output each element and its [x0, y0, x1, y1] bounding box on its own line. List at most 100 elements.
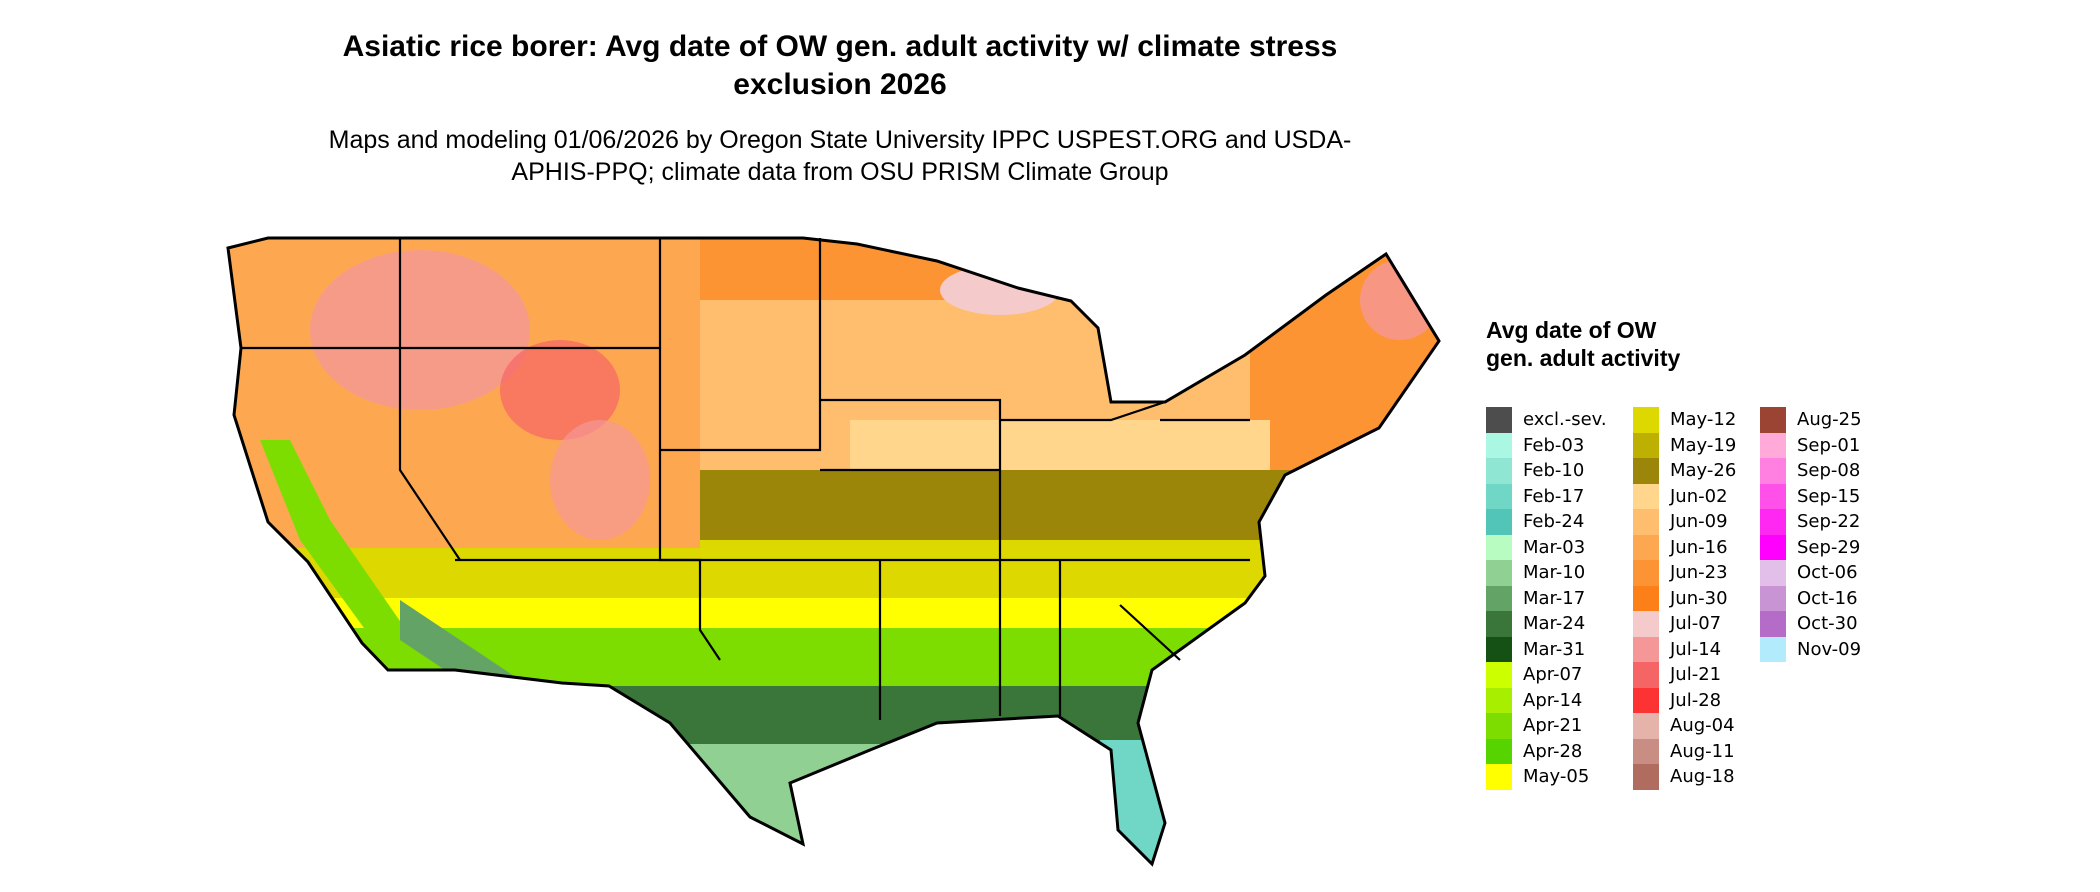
legend-item: Sep-15 [1760, 483, 1861, 509]
legend-label: Nov-09 [1797, 638, 1862, 660]
legend-item: Mar-24 [1486, 611, 1585, 637]
legend-swatch [1486, 636, 1512, 662]
legend-item: Feb-10 [1486, 458, 1584, 484]
legend-item: Jun-09 [1633, 509, 1728, 535]
legend-label: Mar-31 [1523, 638, 1586, 660]
legend-swatch [1633, 687, 1659, 713]
legend-swatch [1486, 458, 1512, 484]
legend-item: Oct-30 [1760, 611, 1858, 637]
legend-label: Jul-21 [1670, 664, 1722, 686]
legend-swatch [1760, 483, 1786, 509]
legend-swatch [1486, 687, 1512, 713]
legend-swatch [1760, 636, 1786, 662]
legend-swatch [1486, 509, 1512, 535]
legend-label: Jul-14 [1670, 638, 1722, 660]
legend-label: Sep-29 [1797, 536, 1861, 558]
legend-label: Jul-28 [1670, 689, 1722, 711]
legend-item: Jul-07 [1633, 611, 1721, 637]
legend-label: Mar-17 [1523, 587, 1586, 609]
legend-item: Jun-02 [1633, 483, 1728, 509]
legend-swatch [1633, 713, 1659, 739]
legend-item: Apr-21 [1486, 713, 1582, 739]
legend-label: Aug-25 [1797, 409, 1862, 431]
legend-item: Jun-30 [1633, 585, 1728, 611]
legend-swatch [1486, 611, 1512, 637]
legend-swatch [1760, 560, 1786, 586]
legend-swatch [1633, 738, 1659, 764]
legend-label: Sep-01 [1797, 434, 1861, 456]
legend-swatch [1633, 509, 1659, 535]
legend-swatch [1633, 407, 1659, 433]
legend-label: Feb-24 [1523, 511, 1585, 533]
legend-item: Mar-10 [1486, 560, 1585, 586]
legend-label: May-05 [1523, 766, 1590, 788]
legend-item: Jun-16 [1633, 534, 1728, 560]
legend-label: Jun-02 [1670, 485, 1728, 507]
legend-item: Feb-03 [1486, 432, 1585, 458]
legend-swatch [1633, 764, 1659, 790]
legend-item: Apr-07 [1486, 662, 1582, 688]
legend-item: Mar-17 [1486, 585, 1586, 611]
legend-label: Jun-09 [1670, 511, 1728, 533]
legend-item: Jul-28 [1633, 687, 1722, 713]
legend-item: Aug-04 [1633, 713, 1735, 739]
legend-label: Jun-23 [1670, 562, 1728, 584]
legend-swatch [1633, 636, 1659, 662]
legend-swatch [1486, 764, 1512, 790]
legend-label: Apr-07 [1523, 664, 1583, 686]
legend-item: Sep-01 [1760, 432, 1861, 458]
legend-swatch [1760, 585, 1786, 611]
legend-item: Oct-16 [1760, 585, 1858, 611]
legend-swatch [1486, 534, 1512, 560]
legend-label: Mar-03 [1523, 536, 1586, 558]
map-subtitle: Maps and modeling 01/06/2026 by Oregon S… [328, 126, 1352, 186]
legend-item: Aug-18 [1633, 764, 1735, 790]
legend-item: May-19 [1633, 432, 1736, 458]
legend-item: Sep-22 [1760, 509, 1860, 535]
legend-label: Feb-03 [1523, 434, 1585, 456]
legend-item: Jul-14 [1633, 636, 1722, 662]
legend-swatch [1633, 432, 1659, 458]
legend-label: Mar-10 [1523, 562, 1586, 584]
legend-label: Mar-24 [1523, 613, 1586, 635]
legend-item: Apr-28 [1486, 738, 1583, 764]
legend-item: Mar-03 [1486, 534, 1586, 560]
legend-swatch [1760, 432, 1786, 458]
legend-item: Apr-14 [1486, 687, 1583, 713]
legend-swatch [1760, 534, 1786, 560]
legend-item: Aug-25 [1760, 407, 1862, 433]
legend-item: Aug-11 [1633, 738, 1735, 764]
legend-label: Aug-11 [1670, 740, 1735, 762]
legend-swatch [1486, 713, 1512, 739]
legend-label: Oct-16 [1797, 587, 1858, 609]
legend-label: Feb-17 [1523, 485, 1585, 507]
legend-label: May-26 [1670, 460, 1737, 482]
legend-item: May-12 [1633, 407, 1736, 433]
legend-item: Feb-24 [1486, 509, 1584, 535]
legend-item: May-05 [1486, 764, 1589, 790]
legend-swatch [1633, 483, 1659, 509]
legend-swatch [1760, 611, 1786, 637]
legend-swatch [1486, 560, 1512, 586]
legend-label: Jul-07 [1670, 613, 1722, 635]
legend-swatch [1633, 662, 1659, 688]
legend-swatch [1760, 509, 1786, 535]
legend-swatch [1760, 458, 1786, 484]
legend-label: excl.-sev. [1523, 409, 1607, 431]
legend-item: Sep-08 [1760, 458, 1860, 484]
legend-swatch [1633, 585, 1659, 611]
legend-swatch [1486, 738, 1512, 764]
legend-item: Nov-09 [1760, 636, 1862, 662]
legend-label: Sep-15 [1797, 485, 1861, 507]
legend-label: Apr-14 [1523, 689, 1583, 711]
legend-swatch [1760, 407, 1786, 433]
legend-label: Apr-28 [1523, 740, 1583, 762]
legend-swatch [1633, 458, 1659, 484]
legend-label: Sep-08 [1797, 460, 1861, 482]
legend-item: Oct-06 [1760, 560, 1858, 586]
legend-item: Feb-17 [1486, 483, 1585, 509]
legend-swatch [1633, 560, 1659, 586]
legend-swatch [1633, 611, 1659, 637]
legend-swatch [1486, 585, 1512, 611]
